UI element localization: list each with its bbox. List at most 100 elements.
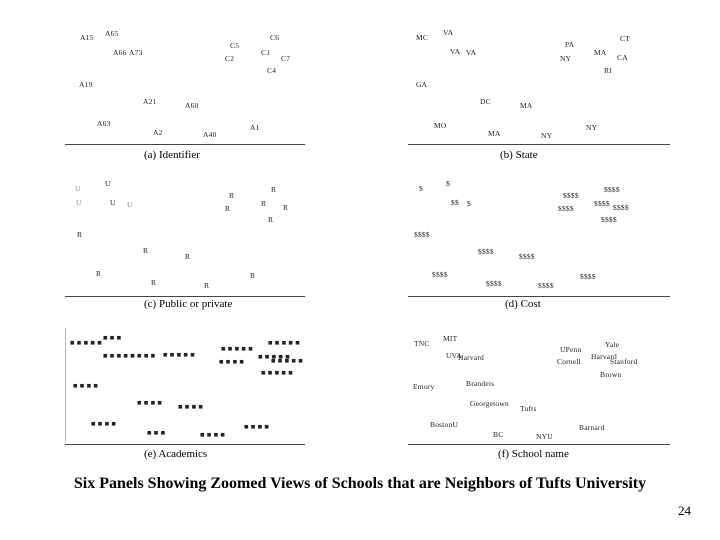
data-label: NY [586,123,598,132]
panel-plot-area: MC VA VA VA CT PA MA NY CA RI GA DC MA M… [408,20,670,144]
data-label: $$$$ [519,252,535,261]
panel-caption: (a) Identifier [144,149,200,161]
data-label: GA [416,80,428,89]
data-label: Barnard [579,423,605,432]
data-label: $ [467,199,471,208]
data-label: $$$$ [538,281,554,290]
data-label: ■ ■ ■ ■ [137,398,163,407]
data-label: Emory [413,382,435,391]
panel-public-private: U U U U U R R R R R R R R R R R R R (c) … [65,172,305,312]
data-label: NY [560,54,572,63]
data-label: R [151,278,157,287]
panel-caption: (c) Public or private [144,298,233,310]
panel-plot-area: A15 A65 A66 A73 C6 C5 C1 C2 C7 C4 A19 A2… [65,20,305,144]
data-label: MA [594,48,607,57]
panel-plot-area: U U U U U R R R R R R R R R R R R R [65,172,305,296]
data-label: A40 [203,130,217,139]
data-label: ■ ■ ■ ■ [219,357,245,366]
data-label: ■ ■ ■ ■ ■ [258,352,290,361]
data-label: A63 [97,119,111,128]
panel-axis-line [65,444,305,445]
data-label: ■ ■ ■ ■ ■ [163,350,195,359]
data-label: VA [443,28,454,37]
data-label: Brown [600,370,622,379]
data-label: VA [450,47,461,56]
data-label: Stanford [610,357,638,366]
data-label: R [268,215,274,224]
data-label: MO [434,121,447,130]
data-label: A66 [113,48,127,57]
data-label: ■ ■ ■ ■ [178,402,204,411]
panel-caption: (e) Academics [144,448,208,460]
data-label: U [110,198,116,207]
panel-axis-line [408,296,670,297]
data-label: Yale [605,340,620,349]
data-label: Harvard [458,353,484,362]
data-label: ■ ■ ■ ■ [91,419,117,428]
data-label: U [127,200,133,209]
data-label: $ [419,184,423,193]
data-label: R [143,246,149,255]
data-label: MA [520,101,533,110]
data-label: $$$$ [414,230,430,239]
data-label: A15 [80,33,94,42]
data-label: ■ ■ ■ ■ [244,422,270,431]
data-label: $$$$ [432,270,448,279]
data-label: R [229,191,235,200]
data-label: A1 [250,123,260,132]
panel-caption: (f) School name [498,448,569,460]
data-label: TNC [414,339,430,348]
data-label: CT [620,34,630,43]
data-label: NY [541,131,553,140]
data-label: A60 [185,101,199,110]
data-label: U [76,198,82,207]
data-label: R [283,203,289,212]
data-label: ■ ■ ■ ■ ■ [221,344,253,353]
data-label: R [261,199,267,208]
data-label: RI [604,66,612,75]
panel-identifier: A15 A65 A66 A73 C6 C5 C1 C2 C7 C4 A19 A2… [65,20,305,161]
data-label: $$ [451,198,459,207]
data-label: A65 [105,29,119,38]
data-label: $ [446,179,450,188]
data-label: $$$$ [563,191,579,200]
data-label: Tufts [520,404,537,413]
data-label: C4 [267,66,277,75]
data-label: MIT [443,334,458,343]
data-label: R [96,269,102,278]
data-label: A21 [143,97,157,106]
data-label: ■ ■ ■ [147,428,166,437]
data-label: U [75,184,81,193]
data-label: R [204,281,210,290]
panel-school-name: TNC MIT UVA Harvard Brandeis Yale UPenn … [408,325,670,465]
data-label: R [225,204,231,213]
data-label: UVA [446,351,462,360]
data-label: Georgetown [470,399,509,408]
data-label: A2 [153,128,163,137]
data-label: BC [493,430,504,439]
panel-plot-area: $ $ $$ $ $$$$ $$$$ $$$$ $$$$ $$$$ $$$$ $… [408,172,670,296]
data-label: ■ ■ ■ ■ ■ ■ ■ ■ [103,351,156,360]
data-label: $$$$ [478,247,494,256]
data-label: $$$$ [486,279,502,288]
data-label: A19 [79,80,93,89]
data-label: U [105,179,111,188]
page-number: 24 [678,503,691,518]
data-label: C1 [261,48,271,57]
data-label: ■ ■ ■ ■ [73,381,99,390]
data-label: A73 [129,48,143,57]
panel-axis-line [65,296,305,297]
data-label: Harvard [591,352,617,361]
data-label: ■ ■ ■ [103,333,122,342]
panel-caption: (d) Cost [505,298,541,310]
data-label: R [271,185,277,194]
data-label: $$$$ [558,204,574,213]
panel-axis-line [65,144,305,145]
data-label: NYU [536,432,553,441]
panel-axis-line [408,144,670,145]
data-label: ■ ■ ■ ■ ■ [271,356,303,365]
data-label: R [77,230,83,239]
data-label: C7 [281,54,291,63]
data-label: Cornell [557,357,581,366]
data-label: UPenn [560,345,582,354]
